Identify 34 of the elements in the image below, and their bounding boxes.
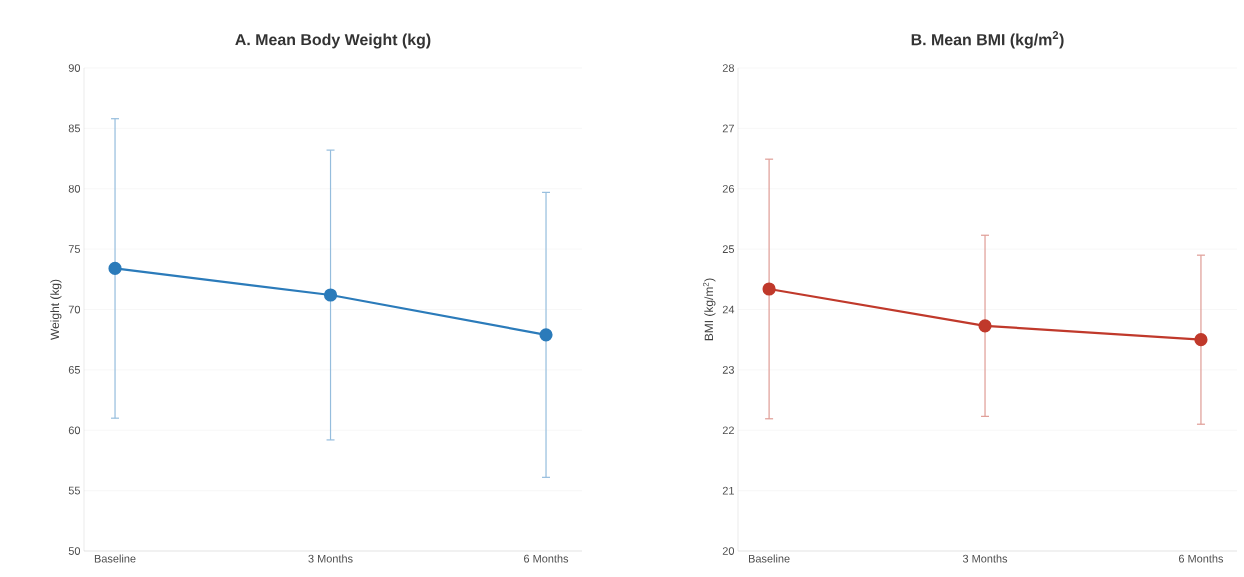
y-tick-label: 55 [68,486,81,495]
y-tick-label: 65 [68,366,81,374]
y-tick-label: 70 [68,305,81,314]
x-tick-label: 3 Months [308,554,353,563]
y-tick-label: 27 [722,124,734,133]
chart-title: B. Mean BMI (kg/m$^{2}$) [911,31,1064,49]
x-tick-label: Baseline [94,554,136,563]
point [762,282,776,296]
y-tick-label: 28 [722,64,734,72]
y-tick-label: 21 [722,486,734,495]
y-tick-label: 50 [68,547,81,555]
y-tick-label: 23 [722,366,734,374]
y-tick-label: 75 [68,245,81,253]
x-tick-label: Baseline [748,554,790,563]
chart-title: A. Mean Body Weight (kg) [235,33,431,49]
y-tick-label: 80 [68,184,81,193]
y-tick-label: 60 [68,426,81,435]
y-tick-label: 90 [68,64,81,72]
y-tick-label: 25 [722,245,735,254]
y-tick-label: 22 [722,426,734,435]
point [1194,333,1208,347]
x-tick-label: 6 Months [1178,554,1224,563]
y-tick-label: 85 [68,124,81,133]
point [108,261,122,276]
y-axis-title: BMI (kg/m$^{2}$) [703,278,716,341]
point [323,288,338,302]
point [539,328,553,342]
y-tick-label: 24 [722,305,735,314]
x-tick-label: 6 Months [524,554,569,563]
point [978,319,992,333]
y-axis-title: Weight (kg) [50,279,62,340]
x-tick-label: 3 Months [962,554,1008,563]
y-tick-label: 20 [722,547,735,555]
y-tick-label: 26 [722,184,734,193]
